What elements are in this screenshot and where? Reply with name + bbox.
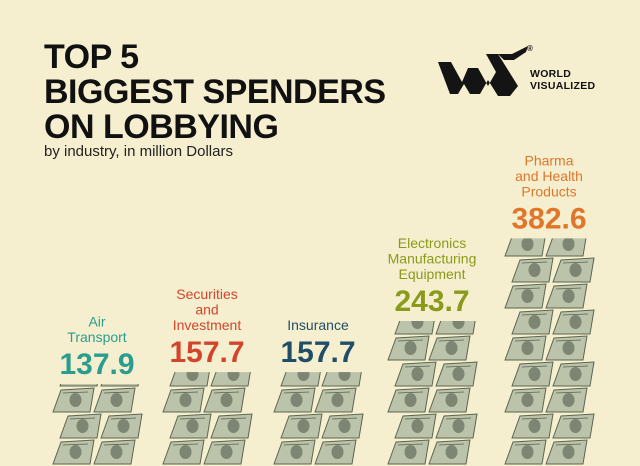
bill <box>511 361 554 387</box>
category-label-insurance: Insurance <box>287 317 349 333</box>
category-label-pharma-and-health-products: and Health <box>515 168 583 184</box>
bill <box>93 387 136 413</box>
chart-subtitle: by industry, in million Dollars <box>44 143 233 160</box>
bill <box>387 439 430 465</box>
bar-electronics-manufacturing-equipment <box>387 320 478 465</box>
category-label-pharma-and-health-products: Pharma <box>524 152 573 168</box>
bill <box>435 361 478 387</box>
bill <box>394 320 435 335</box>
category-label-securities-and-investment: and <box>195 302 218 318</box>
bill <box>435 320 476 335</box>
bill <box>273 439 316 465</box>
value-label-air-transport: 137.9 <box>59 348 134 381</box>
bill <box>511 413 554 439</box>
bill <box>52 387 95 413</box>
bill <box>59 413 102 439</box>
bill <box>545 283 588 309</box>
value-label-securities-and-investment: 157.7 <box>169 336 244 369</box>
category-label-electronics-manufacturing-equipment: Electronics <box>398 235 466 251</box>
bill <box>545 335 588 361</box>
value-label-pharma-and-health-products: 382.6 <box>511 202 586 235</box>
bill <box>428 387 471 413</box>
brand-line-2: VISUALIZED <box>530 80 596 92</box>
bill <box>321 413 364 439</box>
title-line-2: BIGGEST SPENDERS <box>44 73 386 111</box>
bill <box>52 439 95 465</box>
bill <box>169 372 210 387</box>
bill <box>552 361 595 387</box>
bill <box>387 387 430 413</box>
bill <box>545 439 588 465</box>
bar-securities-and-investment <box>162 372 253 465</box>
world-visualized-logo-icon <box>438 46 528 96</box>
brand-name: WORLD VISUALIZED <box>530 68 595 92</box>
bill <box>210 372 251 387</box>
category-label-air-transport: Transport <box>67 329 127 345</box>
bill <box>314 439 357 465</box>
bill <box>100 413 143 439</box>
bill <box>504 387 547 413</box>
title-line-1: TOP 5 <box>44 38 139 76</box>
chart-title: TOP 5 BIGGEST SPENDERS ON LOBBYING <box>44 40 386 145</box>
bill <box>162 439 205 465</box>
bar-air-transport <box>52 383 143 465</box>
bill <box>321 372 362 387</box>
brand-line-1: WORLD <box>530 68 572 80</box>
category-label-electronics-manufacturing-equipment: Manufacturing <box>388 250 477 266</box>
bill <box>387 335 430 361</box>
title-line-3: ON LOBBYING <box>44 108 279 146</box>
bill <box>203 387 246 413</box>
bill <box>435 413 478 439</box>
bill <box>394 361 437 387</box>
bill <box>545 238 587 257</box>
bill <box>504 283 547 309</box>
bill <box>552 309 595 335</box>
category-label-securities-and-investment: Securities <box>176 286 237 302</box>
brand-logo: ® WORLD VISUALIZED <box>438 44 603 96</box>
category-label-securities-and-investment: Investment <box>173 317 242 333</box>
bill <box>169 413 212 439</box>
category-label-electronics-manufacturing-equipment: Equipment <box>399 266 466 282</box>
category-label-air-transport: Air <box>88 313 105 329</box>
bar-pharma-and-health-products <box>504 238 595 465</box>
bill <box>552 257 595 283</box>
bill <box>203 439 246 465</box>
bill <box>428 335 471 361</box>
bill <box>100 383 139 387</box>
bill <box>280 372 321 387</box>
bill <box>504 335 547 361</box>
bill <box>59 383 98 387</box>
value-label-electronics-manufacturing-equipment: 243.7 <box>394 285 469 318</box>
registered-mark: ® <box>527 44 533 53</box>
bill <box>280 413 323 439</box>
bar-insurance <box>273 372 364 465</box>
value-label-insurance: 157.7 <box>280 336 355 369</box>
bill <box>314 387 357 413</box>
bill <box>504 439 547 465</box>
bill <box>210 413 253 439</box>
bill <box>162 387 205 413</box>
bill <box>511 257 554 283</box>
bill <box>504 238 546 257</box>
bill <box>394 413 437 439</box>
bill <box>428 439 471 465</box>
bill <box>545 387 588 413</box>
bill <box>93 439 136 465</box>
category-label-pharma-and-health-products: Products <box>521 183 576 199</box>
bill <box>511 309 554 335</box>
bill <box>273 387 316 413</box>
bill <box>552 413 595 439</box>
